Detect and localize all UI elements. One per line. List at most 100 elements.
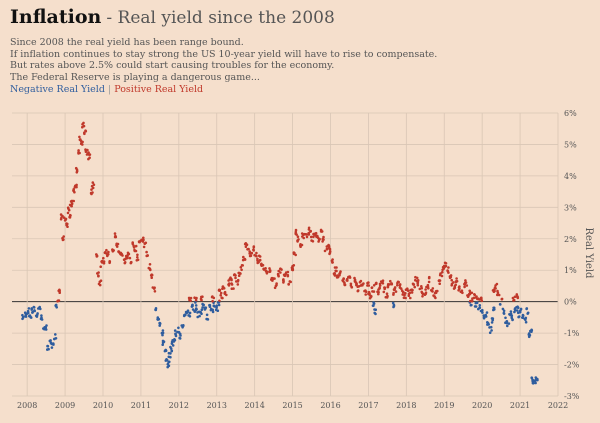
data-point bbox=[530, 330, 533, 334]
data-point bbox=[188, 315, 192, 318]
data-point bbox=[23, 311, 27, 315]
data-point bbox=[321, 240, 324, 243]
y-tick-label: 5% bbox=[564, 140, 577, 149]
data-point bbox=[208, 303, 212, 307]
data-point bbox=[67, 208, 71, 212]
data-point bbox=[117, 250, 120, 253]
description-line-3: But rates above 2.5% could start causing… bbox=[10, 60, 335, 72]
data-point bbox=[386, 285, 390, 289]
data-point bbox=[382, 290, 386, 294]
data-point bbox=[279, 267, 282, 271]
data-point bbox=[468, 292, 472, 296]
x-tick-label: 2018 bbox=[396, 401, 416, 410]
data-point bbox=[99, 279, 103, 283]
data-point bbox=[493, 289, 496, 293]
data-point bbox=[519, 307, 523, 311]
data-point bbox=[463, 281, 467, 285]
chart-title: Inflation bbox=[10, 6, 102, 28]
data-point bbox=[201, 306, 204, 309]
data-point bbox=[494, 287, 497, 290]
data-point bbox=[193, 296, 196, 300]
data-point bbox=[393, 287, 397, 291]
data-point bbox=[145, 250, 148, 254]
data-point bbox=[518, 310, 522, 314]
x-tick-label: 2008 bbox=[17, 401, 37, 410]
data-point bbox=[191, 304, 194, 308]
data-point bbox=[343, 282, 346, 286]
data-point bbox=[83, 132, 86, 136]
data-point bbox=[332, 272, 336, 276]
data-point bbox=[54, 304, 58, 308]
data-point bbox=[500, 297, 504, 301]
data-point bbox=[488, 331, 492, 335]
data-point bbox=[424, 288, 427, 291]
legend-separator: | bbox=[107, 84, 112, 96]
data-point bbox=[497, 293, 501, 297]
data-point bbox=[309, 230, 312, 233]
data-point bbox=[300, 232, 304, 235]
data-point bbox=[81, 125, 84, 129]
data-point bbox=[97, 274, 100, 278]
data-point bbox=[111, 248, 114, 252]
data-point bbox=[142, 245, 146, 249]
data-point bbox=[133, 248, 136, 252]
data-point bbox=[502, 311, 506, 315]
data-point bbox=[302, 236, 306, 240]
data-point bbox=[80, 140, 83, 144]
data-point bbox=[46, 344, 49, 348]
data-point bbox=[74, 166, 78, 170]
data-point bbox=[189, 296, 193, 300]
data-point bbox=[234, 276, 237, 280]
data-point bbox=[392, 293, 395, 296]
data-point bbox=[66, 222, 69, 226]
data-point bbox=[372, 284, 376, 287]
data-point bbox=[212, 304, 216, 308]
data-point bbox=[236, 283, 240, 286]
data-point bbox=[257, 261, 260, 264]
data-point bbox=[371, 290, 374, 293]
data-point bbox=[161, 331, 165, 335]
data-point bbox=[348, 275, 351, 279]
data-point bbox=[216, 301, 220, 304]
data-point bbox=[40, 318, 44, 321]
data-point bbox=[474, 301, 478, 305]
data-point bbox=[367, 290, 371, 294]
data-point bbox=[479, 296, 483, 300]
data-point bbox=[136, 253, 139, 257]
data-point bbox=[390, 282, 394, 286]
data-point bbox=[128, 256, 132, 260]
data-point bbox=[194, 307, 198, 310]
data-point bbox=[77, 149, 80, 152]
data-point bbox=[482, 316, 486, 320]
data-point bbox=[30, 308, 33, 311]
data-point bbox=[244, 245, 248, 248]
data-point bbox=[45, 324, 48, 327]
data-point bbox=[444, 264, 448, 268]
data-point bbox=[370, 295, 373, 298]
data-point bbox=[223, 291, 226, 295]
data-point bbox=[108, 260, 111, 263]
data-point bbox=[453, 284, 457, 288]
data-point bbox=[367, 284, 371, 287]
data-point bbox=[148, 267, 152, 271]
data-point bbox=[200, 295, 203, 299]
y-tick-label: 4% bbox=[564, 172, 577, 181]
data-point bbox=[62, 235, 65, 238]
data-point bbox=[305, 235, 309, 239]
data-point bbox=[32, 306, 36, 309]
data-point bbox=[394, 290, 398, 293]
data-point bbox=[69, 214, 72, 217]
data-point bbox=[153, 290, 157, 293]
data-point bbox=[198, 310, 202, 314]
data-point bbox=[134, 244, 138, 248]
data-point bbox=[452, 287, 456, 290]
data-point bbox=[185, 311, 188, 315]
data-point bbox=[389, 279, 392, 283]
data-point bbox=[449, 274, 453, 277]
data-point bbox=[273, 286, 277, 290]
data-point bbox=[490, 321, 494, 324]
data-point bbox=[294, 228, 298, 232]
x-axis-ticks: 2008 2009 2010 2011 2012 2013 2014 2015 2016 2017… bbox=[17, 401, 568, 410]
data-point bbox=[169, 355, 172, 359]
data-point bbox=[299, 243, 302, 246]
